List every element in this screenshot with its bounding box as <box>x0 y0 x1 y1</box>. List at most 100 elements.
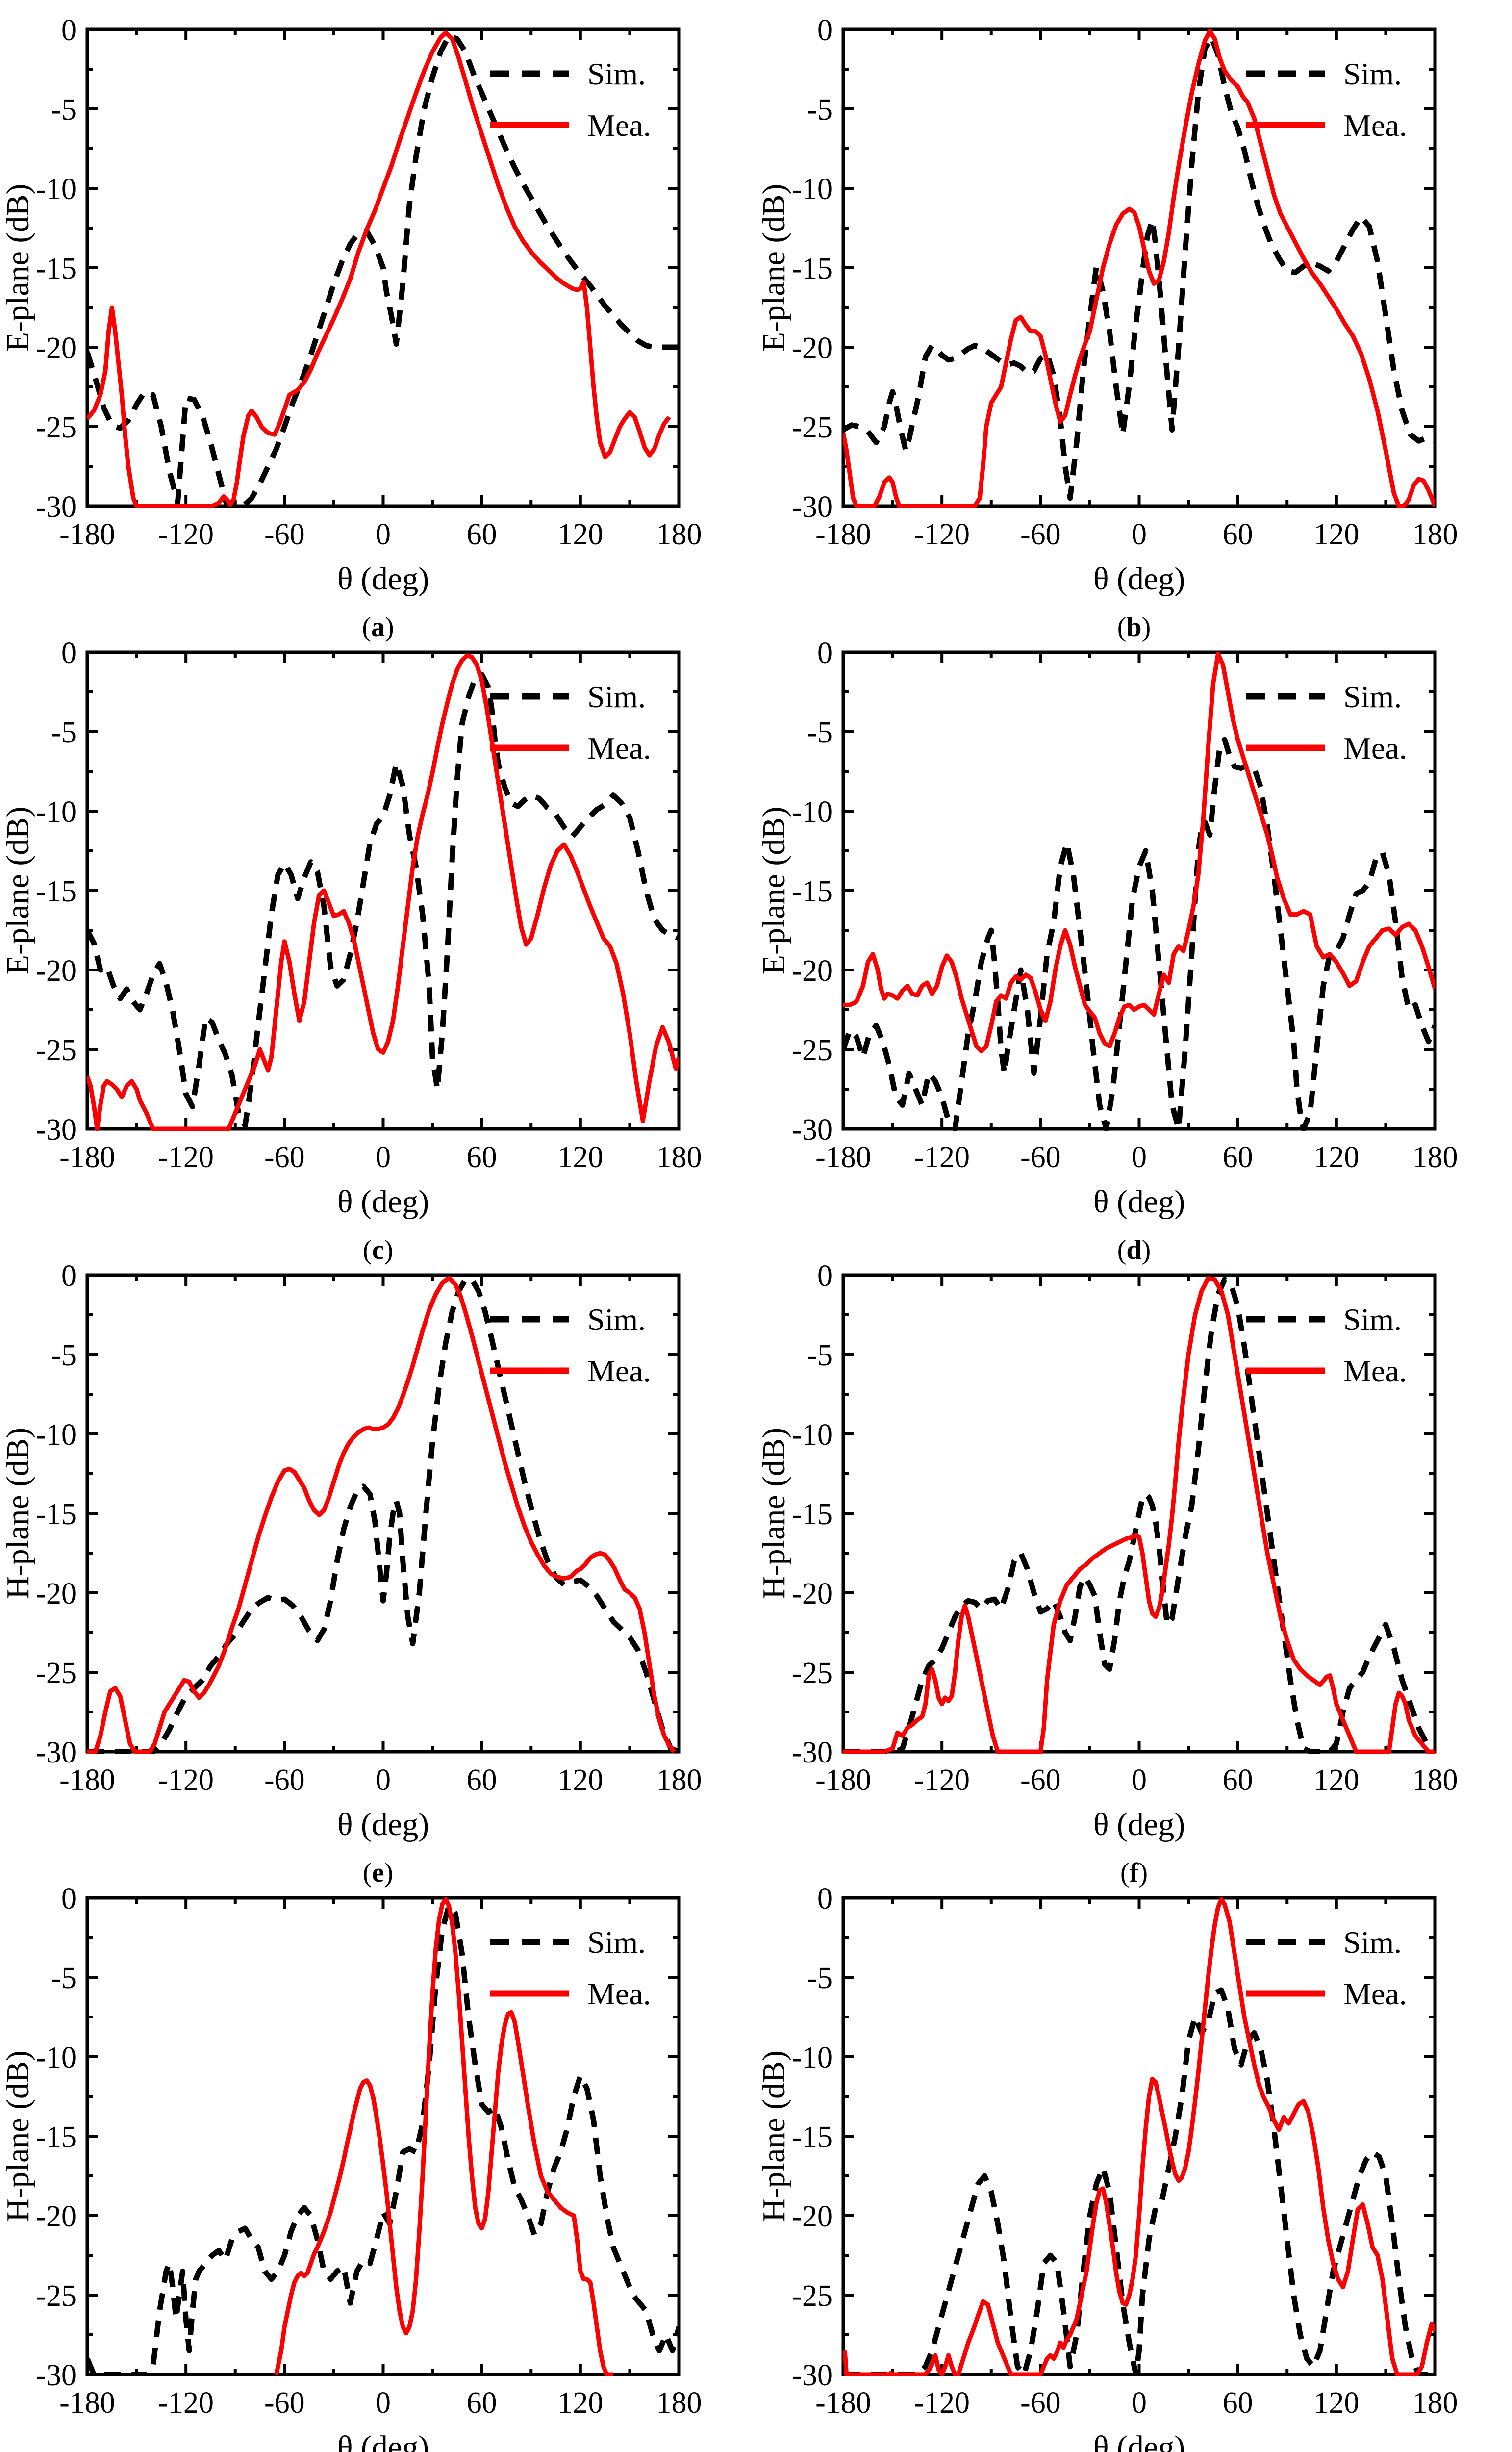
x-axis-label: θ (deg) <box>1093 1184 1185 1220</box>
plot-h: -180 -120 -60 0 60 120 180 0 -5 -10 -15 -20 -25 -30 θ … <box>756 1882 1458 2452</box>
y-tick-label: -15 <box>36 2120 76 2154</box>
x-tick-label: 120 <box>557 2386 603 2420</box>
y-tick-label: -20 <box>792 954 832 988</box>
panel-caption-b: (b) <box>1117 612 1151 642</box>
legend-mea-label: Mea. <box>587 1354 651 1388</box>
x-tick-label: -60 <box>1020 518 1061 551</box>
series-group-g <box>87 1897 679 2376</box>
x-tick-label: 120 <box>1313 1141 1359 1174</box>
x-tick-label: 60 <box>467 518 497 551</box>
legend-mea-label: Mea. <box>587 1976 651 2011</box>
panel-caption-d: (d) <box>1117 1235 1151 1265</box>
x-tick-label: -180 <box>815 1763 871 1797</box>
x-tick-label: -180 <box>59 518 115 551</box>
x-tick-label: 0 <box>1132 1141 1147 1174</box>
y-tick-label: 0 <box>817 1882 832 1916</box>
y-tick-label: 0 <box>817 637 832 670</box>
series-measured <box>843 1276 1435 1754</box>
y-tick-label: -10 <box>36 173 76 206</box>
y-axis-label: H-plane (dB) <box>0 1428 36 1599</box>
series-simulated <box>843 737 1435 1131</box>
y-tick-label: -25 <box>36 1657 76 1690</box>
x-tick-label: 60 <box>467 1141 497 1174</box>
legend-mea-label: Mea. <box>1343 108 1407 143</box>
x-tick-label: -120 <box>158 518 214 551</box>
x-axis-label: θ (deg) <box>337 1184 429 1220</box>
series-group-e <box>87 1276 679 1754</box>
plot-b: -180 -120 -60 0 60 120 180 0 -5 -10 -15 -20 -25 -30 θ … <box>756 14 1458 597</box>
y-tick-label: -20 <box>36 332 76 365</box>
x-tick-label: -180 <box>815 1141 871 1174</box>
x-tick-label: 60 <box>1223 1763 1253 1797</box>
x-tick-label: 120 <box>1313 2386 1359 2420</box>
plot-a: -180 -120 -60 0 60 120 180 0 -5 -10 -15 -20 -25 -30 θ … <box>0 14 702 597</box>
series-measured <box>87 653 679 1131</box>
series-simulated <box>87 671 679 1128</box>
x-axis-label: θ (deg) <box>1093 2429 1185 2452</box>
y-axis-label: H-plane (dB) <box>756 1428 792 1599</box>
x-tick-label: 0 <box>1132 518 1147 551</box>
y-tick-label: -5 <box>51 1962 76 1995</box>
y-tick-label: -5 <box>807 93 832 127</box>
x-tick-label: -60 <box>264 1763 305 1797</box>
x-tick-label: 0 <box>1132 1763 1147 1797</box>
y-tick-label: 0 <box>61 1882 76 1916</box>
x-tick-label: -120 <box>158 1763 214 1797</box>
y-tick-label: -30 <box>36 2359 76 2392</box>
y-axis-label: H-plane (dB) <box>0 2050 36 2222</box>
x-tick-label: 120 <box>1313 518 1359 551</box>
panel-caption-letter: c <box>372 1235 384 1265</box>
panel-b: -180 -120 -60 0 60 120 180 0 -5 -10 -15 -20 -25 -30 θ … <box>756 0 1512 642</box>
series-simulated <box>87 1903 679 2376</box>
x-tick-label: 0 <box>376 1141 391 1174</box>
x-tick-label: -120 <box>914 1141 970 1174</box>
panel-c: -180 -120 -60 0 60 120 180 0 -5 -10 -15 -20 -25 -30 θ … <box>0 623 756 1265</box>
y-tick-label: -20 <box>792 1577 832 1610</box>
x-axis-label: θ (deg) <box>337 2429 429 2452</box>
y-tick-label: -30 <box>792 1736 832 1769</box>
y-tick-label: 0 <box>61 637 76 670</box>
x-tick-label: -60 <box>1020 1141 1061 1174</box>
plot-frame-h <box>841 1896 1437 2376</box>
x-tick-label: 60 <box>1223 1141 1253 1174</box>
legend-sim-label: Sim. <box>1343 56 1402 91</box>
x-tick-label: 180 <box>656 518 702 551</box>
panel-caption-letter: d <box>1126 1235 1142 1265</box>
x-tick-label: -60 <box>264 1141 305 1174</box>
y-tick-label: 0 <box>817 14 832 47</box>
y-tick-label: -15 <box>792 2120 832 2154</box>
x-tick-label: -120 <box>158 1141 214 1174</box>
x-tick-label: 180 <box>1412 2386 1458 2420</box>
legend-sim-label: Sim. <box>587 679 646 714</box>
panel-caption-c: (c) <box>362 1235 394 1265</box>
y-tick-label: -25 <box>792 411 832 444</box>
panel-caption-letter: a <box>371 612 385 642</box>
x-tick-label: 180 <box>1412 518 1458 551</box>
legend-mea-label: Mea. <box>1343 731 1407 766</box>
y-axis-label: E-plane (dB) <box>0 807 36 975</box>
x-tick-label: 120 <box>557 1141 603 1174</box>
panel-e: -180 -120 -60 0 60 120 180 0 -5 -10 -15 -20 -25 -30 θ … <box>0 1246 756 1888</box>
y-tick-label: -10 <box>792 173 832 206</box>
legend-mea-label: Mea. <box>587 731 651 766</box>
x-tick-label: -180 <box>815 2386 871 2420</box>
y-tick-label: -25 <box>36 411 76 444</box>
y-tick-label: -25 <box>36 1034 76 1067</box>
panel-caption-f: (f) <box>1120 1858 1148 1888</box>
panel-d: -180 -120 -60 0 60 120 180 0 -5 -10 -15 -20 -25 -30 θ … <box>756 623 1512 1265</box>
legend-sim-label: Sim. <box>587 56 646 91</box>
panel-g: -180 -120 -60 0 60 120 180 0 -5 -10 -15 -20 -25 -30 θ … <box>0 1868 756 2452</box>
series-simulated <box>843 1987 1435 2376</box>
y-tick-label: 0 <box>61 1259 76 1293</box>
y-axis-label: E-plane (dB) <box>0 184 36 352</box>
y-axis-label: H-plane (dB) <box>756 2050 792 2222</box>
x-tick-label: 60 <box>467 1763 497 1797</box>
x-tick-label: -180 <box>59 2386 115 2420</box>
y-tick-label: -20 <box>792 2200 832 2233</box>
y-tick-label: 0 <box>61 14 76 47</box>
y-tick-label: -5 <box>807 716 832 749</box>
y-tick-label: -25 <box>792 1657 832 1690</box>
plot-frame-b <box>841 27 1437 508</box>
x-tick-label: 60 <box>1223 518 1253 551</box>
series-simulated <box>87 33 679 508</box>
